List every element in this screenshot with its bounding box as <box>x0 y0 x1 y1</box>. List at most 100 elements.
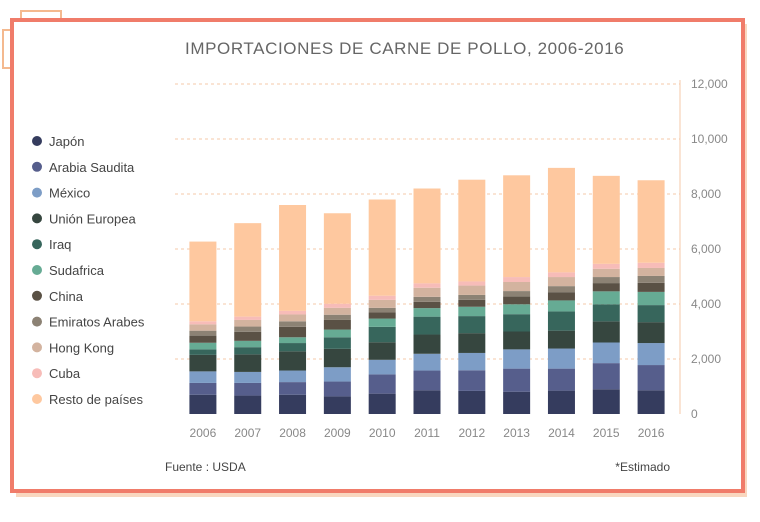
bar-segment <box>458 333 486 353</box>
bar-segment <box>547 272 575 278</box>
bar-segment <box>279 351 307 371</box>
bar-segment <box>413 334 441 354</box>
bar-segment <box>234 340 262 348</box>
x-tick-label: 2010 <box>369 426 396 440</box>
bar-segment <box>592 389 620 414</box>
bar-segment <box>547 348 575 369</box>
x-tick-label: 2009 <box>324 426 351 440</box>
x-tick-label: 2007 <box>234 426 261 440</box>
bar-segment <box>503 391 531 414</box>
bar-segment <box>637 262 665 268</box>
bar-segment <box>637 180 665 263</box>
legend-swatch <box>32 316 42 327</box>
bar-segment <box>368 318 396 327</box>
bar-segment <box>368 359 396 375</box>
bar-segment <box>368 199 396 296</box>
bar-segment <box>592 321 620 343</box>
legend-label: Unión Europea <box>49 211 136 226</box>
x-tick-label: 2013 <box>503 426 530 440</box>
bar-segment <box>279 337 307 344</box>
y-tick-label: 6,000 <box>691 242 721 256</box>
bar-segment <box>637 275 665 283</box>
bar-segment <box>323 319 351 330</box>
legend-swatch <box>32 368 42 379</box>
bar-segment <box>279 310 307 315</box>
bar-segment <box>413 390 441 414</box>
bar-segment <box>189 382 217 395</box>
bar-segment <box>368 295 396 300</box>
bar-segment <box>458 281 486 286</box>
bar-segment <box>547 286 575 293</box>
bar-segment <box>368 307 396 313</box>
legend-swatch <box>32 187 42 198</box>
bar-segment <box>503 296 531 305</box>
bar-segment <box>368 312 396 319</box>
y-tick-label: 2,000 <box>691 352 721 366</box>
bar-segment <box>413 283 441 288</box>
bar-segment <box>458 285 486 295</box>
legend-swatch <box>32 213 42 224</box>
x-tick-label: 2014 <box>548 426 575 440</box>
bar-segment <box>368 342 396 360</box>
bar-segment <box>323 329 351 338</box>
legend-swatch <box>32 394 42 404</box>
bar-segment <box>458 179 486 282</box>
x-tick-label: 2011 <box>414 426 440 440</box>
bar-segment <box>323 337 351 349</box>
bar-segment <box>368 326 396 343</box>
bar-segment <box>547 300 575 312</box>
bar-segment <box>279 394 307 414</box>
bar-segment <box>592 175 620 264</box>
bar-segment <box>592 277 620 284</box>
bar-segment <box>279 343 307 352</box>
bar-segment <box>547 330 575 349</box>
bar-segment <box>637 322 665 344</box>
source-note: Fuente : USDA <box>165 460 246 474</box>
bar-segment <box>503 304 531 315</box>
bar-segment <box>189 371 217 383</box>
bar-segment <box>323 213 351 304</box>
bar-segment <box>547 167 575 273</box>
legend-label: Hong Kong <box>49 340 114 355</box>
bar-segment <box>279 370 307 383</box>
legend-swatch <box>32 239 42 250</box>
bar-segment <box>234 371 262 383</box>
x-tick-label: 2015 <box>593 426 620 440</box>
bar-segment <box>189 394 217 414</box>
bar-segment <box>413 316 441 335</box>
y-tick-label: 4,000 <box>691 297 721 311</box>
legend-label: Arabia Saudita <box>49 160 135 175</box>
bar-segment <box>592 291 620 305</box>
bar-segment <box>592 342 620 364</box>
bar-segment <box>547 311 575 331</box>
bar-segment <box>592 363 620 390</box>
bar-segment <box>458 299 486 307</box>
bars <box>189 167 665 414</box>
bar-segment <box>413 287 441 297</box>
bar-segment <box>458 316 486 334</box>
bar-segment <box>323 367 351 382</box>
legend-label: Japón <box>49 134 84 149</box>
x-tick-label: 2008 <box>279 426 306 440</box>
bar-segment <box>279 205 307 311</box>
bar-segment <box>458 294 486 300</box>
bar-segment <box>503 291 531 297</box>
legend-label: Iraq <box>49 237 71 252</box>
bar-segment <box>413 301 441 309</box>
bar-segment <box>234 331 262 341</box>
legend-swatch <box>32 161 42 172</box>
bar-segment <box>503 368 531 392</box>
bar-segment <box>637 282 665 292</box>
bar-segment <box>323 381 351 397</box>
bar-segment <box>234 223 262 317</box>
bar-segment <box>458 390 486 414</box>
bar-segment <box>503 277 531 282</box>
bar-segment <box>189 349 217 355</box>
bar-segment <box>234 354 262 372</box>
bar-segment <box>547 292 575 301</box>
bar-segment <box>323 348 351 368</box>
bar-segment <box>637 305 665 323</box>
bar-segment <box>637 365 665 391</box>
legend-swatch <box>32 342 42 353</box>
